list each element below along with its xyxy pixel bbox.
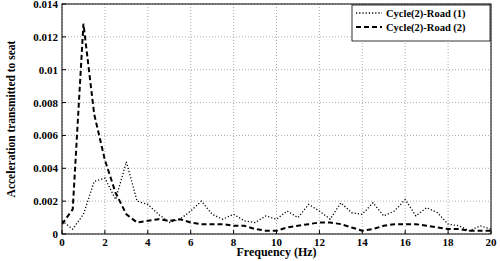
x-grid-line [147, 4, 148, 234]
series-line [62, 24, 491, 231]
x-tick [104, 230, 105, 234]
x-tick [319, 230, 320, 234]
y-tick-label: 0.002 [33, 195, 58, 207]
y-tick-label: 0.014 [33, 0, 58, 10]
x-tick-label: 6 [188, 236, 194, 248]
x-grid-line [104, 4, 105, 234]
x-grid-line [276, 4, 277, 234]
legend-swatch [356, 26, 382, 28]
x-tick-label: 2 [102, 236, 108, 248]
y-axis-label: Acceleration transmitted to seat [5, 40, 17, 197]
plot-area [62, 4, 491, 234]
x-tick-label: 16 [400, 236, 412, 248]
plot-frame [62, 4, 491, 234]
y-tick-label: 0.004 [33, 162, 58, 174]
y-tick [62, 201, 66, 202]
y-tick-label: 0 [53, 228, 59, 240]
y-grid-line [62, 168, 491, 169]
legend-swatch [356, 12, 382, 13]
x-axis-label: Frequency (Hz) [236, 245, 316, 259]
x-tick-label: 0 [59, 236, 65, 248]
x-tick [190, 230, 191, 234]
y-tick-label: 0.006 [33, 129, 58, 141]
x-grid-line [233, 4, 234, 234]
x-tick [448, 230, 449, 234]
x-tick-label: 14 [357, 236, 369, 248]
y-tick [62, 69, 66, 70]
legend-label: Cycle(2)-Road (2) [386, 22, 466, 34]
legend-label: Cycle(2)-Road (1) [386, 8, 466, 20]
series-line [62, 162, 491, 231]
y-grid-line [62, 102, 491, 103]
y-grid-line [62, 201, 491, 202]
y-grid-line [62, 135, 491, 136]
x-tick-label: 18 [443, 236, 455, 248]
y-tick [62, 36, 66, 37]
series-group [62, 24, 491, 231]
x-tick-label: 20 [486, 236, 498, 248]
x-tick-label: 4 [145, 236, 151, 248]
x-tick [147, 230, 148, 234]
y-tick [62, 135, 66, 136]
y-tick [62, 102, 66, 103]
y-tick [62, 168, 66, 169]
chart: 0246810121416182000.0020.0040.0060.0080.… [0, 0, 500, 261]
y-tick-label: 0.01 [39, 64, 58, 76]
y-grid-line [62, 69, 491, 70]
y-tick-label: 0.008 [33, 97, 58, 109]
x-tick [405, 230, 406, 234]
x-grid-line [190, 4, 191, 234]
legend-box [352, 5, 490, 41]
x-tick [233, 230, 234, 234]
y-tick-label: 0.012 [33, 31, 58, 43]
x-grid-line [319, 4, 320, 234]
